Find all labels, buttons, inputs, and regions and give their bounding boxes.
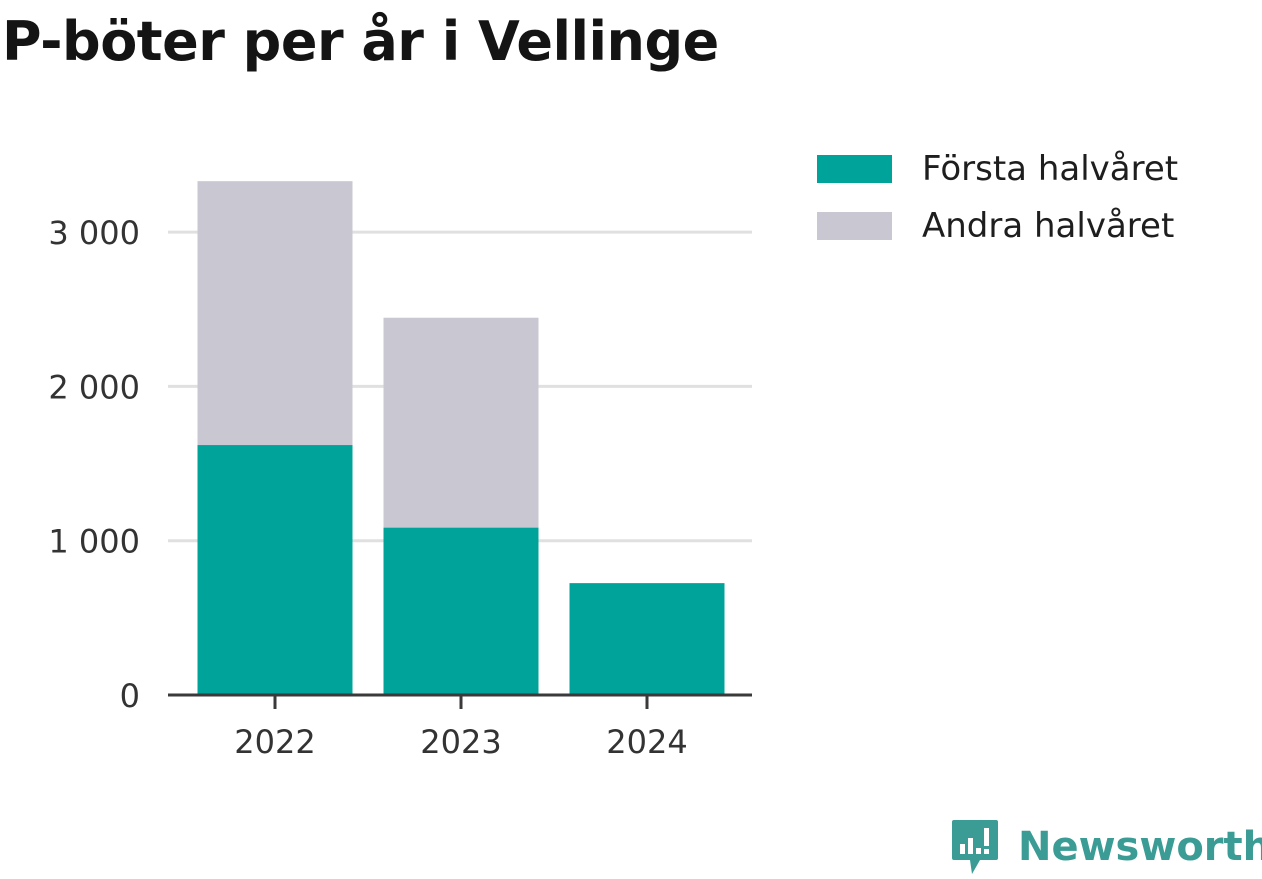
bar-2023-series-1 <box>383 317 539 528</box>
bar-2022-series-1 <box>197 181 353 446</box>
bar-2022-series-0 <box>197 445 353 695</box>
axes: 0 1 000 2 000 3 000 2022 2023 2024 <box>48 214 752 761</box>
y-tick-label: 0 <box>120 677 140 715</box>
brand: Newsworthy <box>950 818 1262 876</box>
bar-2024-series-0 <box>569 583 725 695</box>
legend-label-second-half: Andra halvåret <box>922 205 1175 246</box>
y-tick-label: 1 000 <box>48 523 140 561</box>
stacked-bar-chart: 0 1 000 2 000 3 000 2022 2023 2024 <box>48 181 752 761</box>
bar-2023-series-0 <box>383 527 539 695</box>
chart-title: P-böter per år i Vellinge <box>2 10 719 73</box>
newsworthy-logo-icon <box>952 820 998 874</box>
legend-item-first-half: Första halvåret <box>817 140 1178 197</box>
x-tick-label: 2023 <box>420 723 501 761</box>
legend-label-first-half: Första halvåret <box>922 148 1179 189</box>
legend-swatch-first-half <box>817 154 892 183</box>
x-tick-label: 2022 <box>234 723 315 761</box>
brand-name: Newsworthy <box>1018 824 1262 870</box>
legend-swatch-second-half <box>817 211 892 240</box>
x-tick-label: 2024 <box>606 723 687 761</box>
bars <box>197 181 725 695</box>
legend: Första halvåret Andra halvåret <box>817 140 1178 254</box>
y-tick-label: 2 000 <box>48 368 140 406</box>
y-tick-label: 3 000 <box>48 214 140 252</box>
legend-item-second-half: Andra halvåret <box>817 197 1178 254</box>
